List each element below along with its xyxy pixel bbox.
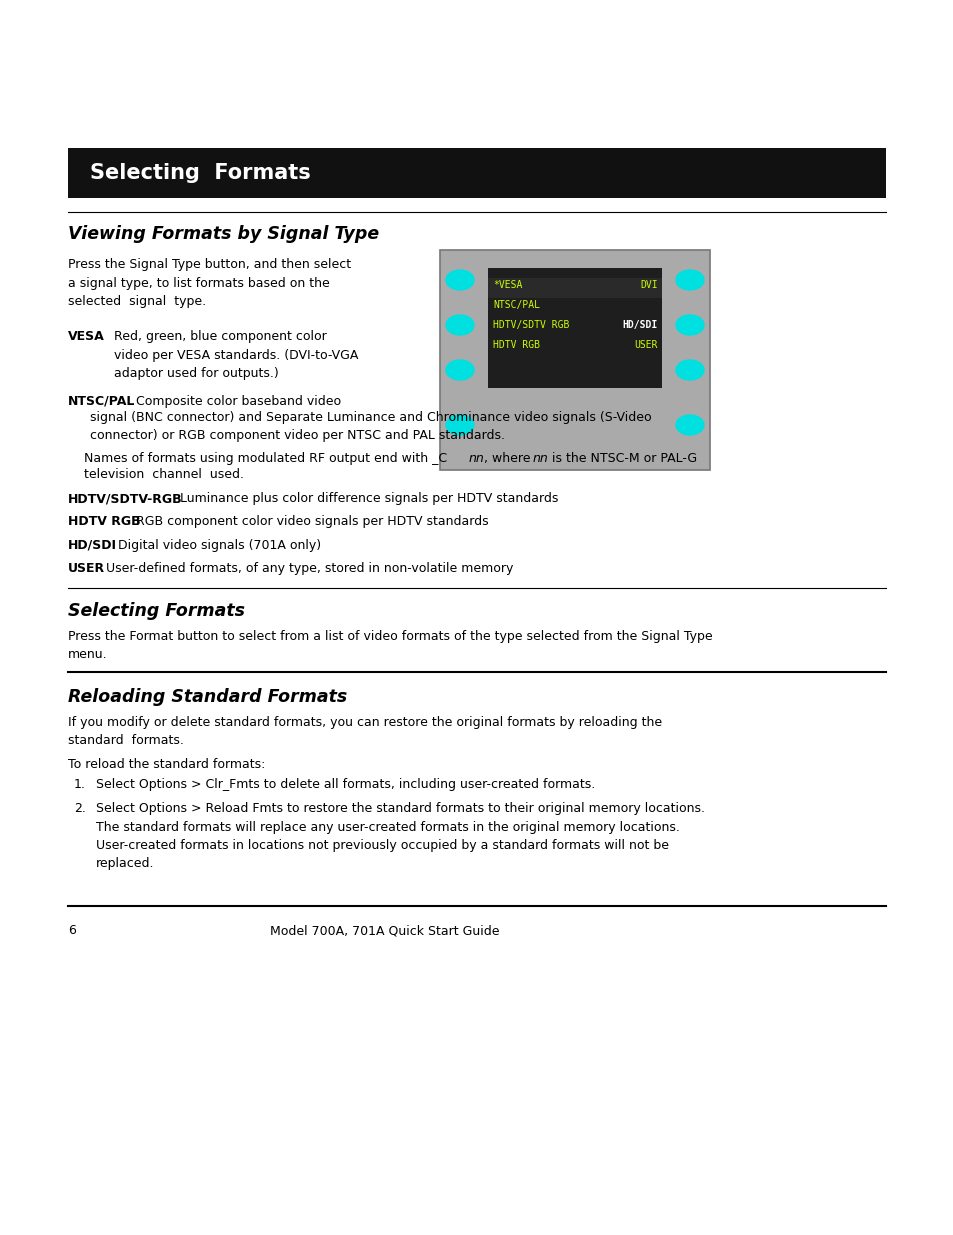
- Text: 1.: 1.: [74, 778, 86, 790]
- Text: USER: USER: [634, 340, 658, 350]
- Ellipse shape: [676, 359, 703, 380]
- Text: VESA: VESA: [68, 330, 105, 343]
- Text: HDTV RGB: HDTV RGB: [68, 515, 140, 529]
- Text: Selecting Formats: Selecting Formats: [68, 601, 245, 620]
- Text: User-defined formats, of any type, stored in non-volatile memory: User-defined formats, of any type, store…: [106, 562, 513, 576]
- Text: Selecting  Formats: Selecting Formats: [90, 163, 311, 183]
- Text: Select Options > Reload Fmts to restore the standard formats to their original m: Select Options > Reload Fmts to restore …: [96, 802, 704, 871]
- Text: RGB component color video signals per HDTV standards: RGB component color video signals per HD…: [136, 515, 488, 529]
- Text: nn: nn: [533, 452, 548, 466]
- Text: HD/SDI: HD/SDI: [68, 538, 117, 552]
- Text: Digital video signals (701A only): Digital video signals (701A only): [118, 538, 321, 552]
- Ellipse shape: [676, 415, 703, 435]
- Ellipse shape: [676, 315, 703, 335]
- Text: Model 700A, 701A Quick Start Guide: Model 700A, 701A Quick Start Guide: [270, 924, 499, 937]
- Text: Luminance plus color difference signals per HDTV standards: Luminance plus color difference signals …: [180, 492, 558, 505]
- Text: signal (BNC connector) and Separate Luminance and Chrominance video signals (S-V: signal (BNC connector) and Separate Lumi…: [90, 411, 651, 442]
- Ellipse shape: [446, 359, 474, 380]
- Text: DVI: DVI: [639, 280, 658, 290]
- Text: NTSC/PAL: NTSC/PAL: [493, 300, 539, 310]
- Text: Press the Format button to select from a list of video formats of the type selec: Press the Format button to select from a…: [68, 630, 712, 662]
- Text: USER: USER: [68, 562, 105, 576]
- Text: Composite color baseband video: Composite color baseband video: [136, 395, 341, 408]
- Text: 2.: 2.: [74, 802, 86, 815]
- Bar: [488, 278, 661, 298]
- Text: television  channel  used.: television channel used.: [84, 468, 244, 480]
- Text: HDTV/SDTV-RGB: HDTV/SDTV-RGB: [68, 492, 182, 505]
- Ellipse shape: [446, 315, 474, 335]
- Text: *VESA: *VESA: [493, 280, 522, 290]
- Text: Red, green, blue component color
video per VESA standards. (DVI-to-VGA
adaptor u: Red, green, blue component color video p…: [113, 330, 358, 380]
- Bar: [488, 268, 661, 388]
- Text: 6: 6: [68, 924, 76, 937]
- Ellipse shape: [446, 270, 474, 290]
- Bar: [68, 148, 885, 198]
- Text: Reloading Standard Formats: Reloading Standard Formats: [68, 688, 347, 706]
- Text: NTSC/PAL: NTSC/PAL: [68, 395, 135, 408]
- Text: HD/SDI: HD/SDI: [622, 320, 658, 330]
- Bar: [439, 249, 709, 471]
- Text: Select Options > Clr_Fmts to delete all formats, including user-created formats.: Select Options > Clr_Fmts to delete all …: [96, 778, 595, 790]
- Text: , where: , where: [483, 452, 534, 466]
- Ellipse shape: [446, 415, 474, 435]
- Text: HDTV/SDTV RGB: HDTV/SDTV RGB: [493, 320, 569, 330]
- Text: Viewing Formats by Signal Type: Viewing Formats by Signal Type: [68, 225, 378, 243]
- Text: Press the Signal Type button, and then select
a signal type, to list formats bas: Press the Signal Type button, and then s…: [68, 258, 351, 308]
- Text: nn: nn: [469, 452, 484, 466]
- Text: Names of formats using modulated RF output end with _C: Names of formats using modulated RF outp…: [84, 452, 447, 466]
- Text: To reload the standard formats:: To reload the standard formats:: [68, 758, 265, 771]
- Text: If you modify or delete standard formats, you can restore the original formats b: If you modify or delete standard formats…: [68, 716, 661, 747]
- Ellipse shape: [676, 270, 703, 290]
- Text: is the NTSC-M or PAL-G: is the NTSC-M or PAL-G: [547, 452, 697, 466]
- Text: HDTV RGB: HDTV RGB: [493, 340, 539, 350]
